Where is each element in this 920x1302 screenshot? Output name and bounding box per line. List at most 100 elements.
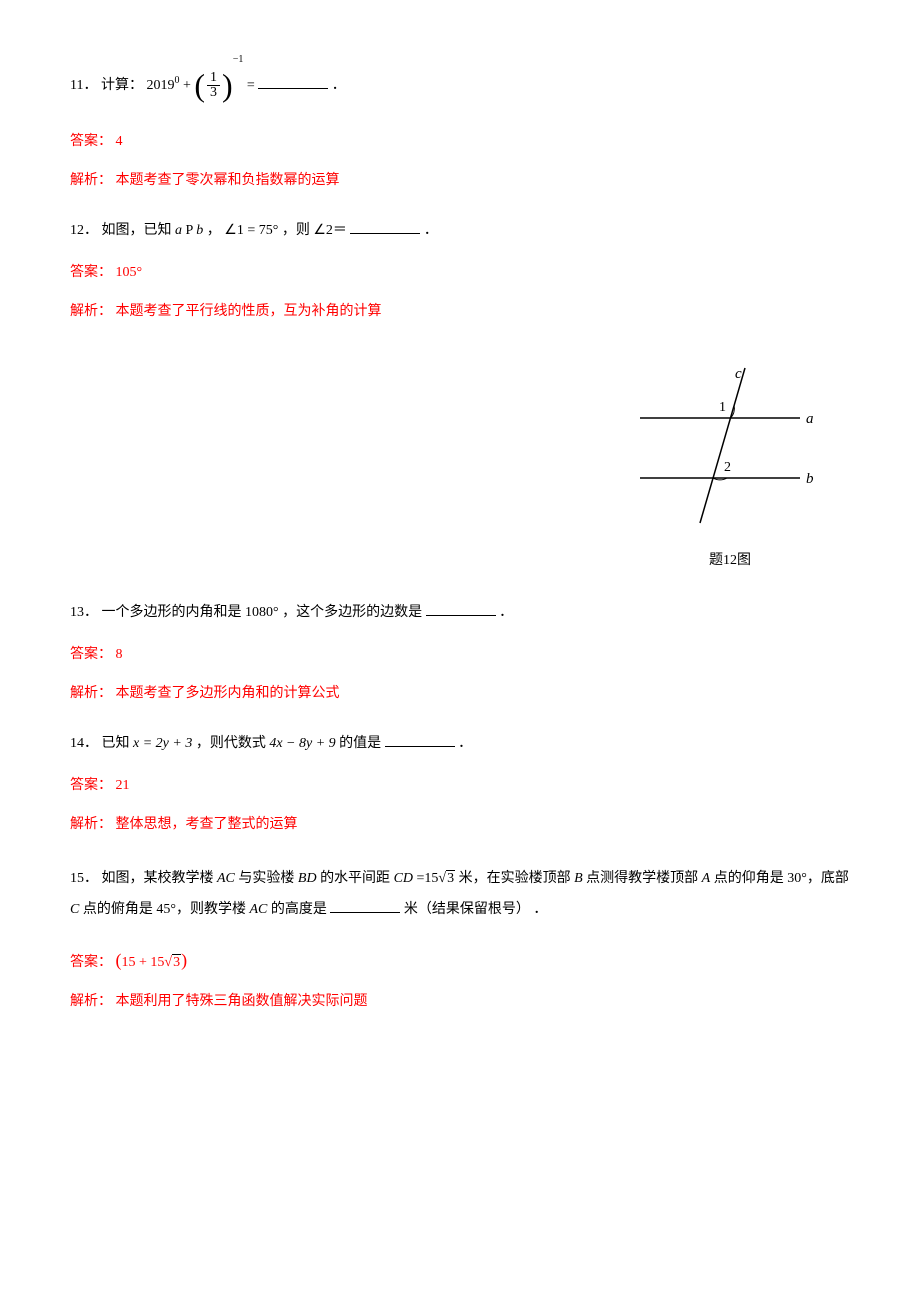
q14-text1: 已知 [102,736,130,751]
q15-text2: 与实验楼 [238,871,298,886]
label-c: c [735,366,742,382]
analysis-12: 解析： 本题考查了平行线的性质，互为补角的计算 [70,301,850,323]
q11-base: 2019 [146,78,174,93]
answer-close: ) [181,950,187,970]
q11-frac-num: 1 [207,71,220,86]
q11-plus: + [183,78,194,93]
q15-number: 15． [70,871,98,886]
analysis-text: 本题利用了特殊三角函数值解决实际问题 [116,994,368,1009]
q12-number: 12． [70,223,98,238]
line-c [700,368,745,523]
sqrt-icon: √3 [164,954,181,970]
q15-text6: 点的仰角是 30°，底部 [714,871,849,886]
q15-cd: CD [394,871,413,886]
q12-text1: 如图，已知 [102,223,172,238]
q13-text1: 一个多边形的内角和是 [102,605,242,620]
q13-text2: ，这个多边形的边数是 [282,605,422,620]
q11-frac-exp: −1 [233,54,244,65]
q11-exp0: 0 [174,75,179,86]
q14-text2: ，则代数式 [196,736,266,751]
q13-period: ． [499,605,513,620]
sqrt-icon: √3 [438,870,455,886]
answer-label: 答案： [70,778,112,793]
answer-label: 答案： [70,134,112,149]
q14-expr2: 4x − 8y + 9 [269,736,335,751]
q11-equals: = [247,78,258,93]
answer-label: 答案： [70,955,112,970]
question-12: 12． 如图，已知 a P b ， ∠1 = 75° ，则 ∠2＝ ． [70,220,850,242]
q15-text8: 的高度是 [271,902,327,917]
q14-period: ． [458,736,472,751]
q15-text3: 的水平间距 [320,871,394,886]
q12-period: ． [424,223,438,238]
question-15: 15． 如图，某校教学楼 AC 与实验楼 BD 的水平间距 CD =15√3 米… [70,864,850,926]
q12-a: a [175,223,182,238]
parallel-lines-diagram: a b c 1 2 [630,363,830,533]
blank-line [426,602,496,616]
q15-sqrt3: 3 [446,870,455,886]
q14-expr1: x = 2y + 3 [133,736,192,751]
label-2: 2 [724,460,731,475]
q15-ac: AC [217,871,235,886]
analysis-text: 整体思想，考查了整式的运算 [116,817,298,832]
answer-label: 答案： [70,265,112,280]
answer-value: 21 [116,778,130,793]
label-1: 1 [719,400,726,415]
q15-ac2: AC [249,902,267,917]
answer-14: 答案： 21 [70,775,850,797]
close-paren-icon: ) [222,67,233,103]
blank-line [350,220,420,234]
diagram-12-container: a b c 1 2 题12图 [70,363,850,572]
analysis-text: 本题考查了多边形内角和的计算公式 [116,686,340,701]
q15-text1: 如图，某校教学楼 [102,871,218,886]
q15-c: C [70,902,79,917]
analysis-label: 解析： [70,173,112,188]
answer-value: 4 [116,134,123,149]
q15-a: A [702,871,711,886]
answer-11: 答案： 4 [70,131,850,153]
question-11: 11． 计算： 20190 + (13)−1 = ． [70,60,850,111]
label-b: b [806,471,814,487]
question-14: 14． 已知 x = 2y + 3 ，则代数式 4x − 8y + 9 的值是 … [70,733,850,755]
q12-p: P [186,223,197,238]
q11-paren-group: (13)−1 [194,60,243,111]
answer-13: 答案： 8 [70,644,850,666]
q11-fraction: 13 [207,71,220,100]
analysis-label: 解析： [70,304,112,319]
analysis-label: 解析： [70,994,112,1009]
q15-eq: =15 [417,871,439,886]
q14-number: 14． [70,736,98,751]
answer-value: 8 [116,647,123,662]
q13-number: 13． [70,605,98,620]
q11-period: ． [332,78,346,93]
analysis-13: 解析： 本题考查了多边形内角和的计算公式 [70,683,850,705]
q11-number: 11． [70,78,97,93]
analysis-14: 解析： 整体思想，考查了整式的运算 [70,814,850,836]
q15-text7: 点的俯角是 45°，则教学楼 [83,902,250,917]
label-a: a [806,411,814,427]
analysis-text: 本题考查了零次幂和负指数幂的运算 [116,173,340,188]
answer-sqrt3: 3 [172,954,181,970]
q15-b: B [574,871,583,886]
q15-text4: 米，在实验楼顶部 [459,871,575,886]
analysis-text: 本题考查了平行线的性质，互为补角的计算 [116,304,382,319]
q13-degrees: 1080° [245,605,279,620]
analysis-15: 解析： 本题利用了特殊三角函数值解决实际问题 [70,991,850,1013]
q12-text3: ，则 [282,223,310,238]
answer-v1: 15 + 15 [122,955,165,970]
q12-angle1: ∠1 = 75° [224,223,278,238]
q12-text2: ， [207,223,225,238]
question-13: 13． 一个多边形的内角和是 1080° ，这个多边形的边数是 ． [70,602,850,624]
answer-12: 答案： 105° [70,262,850,284]
q11-prefix: 计算： [101,78,143,93]
q15-text9: 米（结果保留根号） ． [404,902,548,917]
answer-15: 答案： (15 + 15√3) [70,946,850,975]
q11-frac-den: 3 [207,86,220,100]
q12-angle2: ∠2＝ [313,223,347,238]
diagram-12-caption: 题12图 [630,550,830,572]
blank-line [330,899,400,913]
analysis-label: 解析： [70,817,112,832]
analysis-label: 解析： [70,686,112,701]
answer-value: 105° [116,265,143,280]
q14-text3: 的值是 [339,736,381,751]
